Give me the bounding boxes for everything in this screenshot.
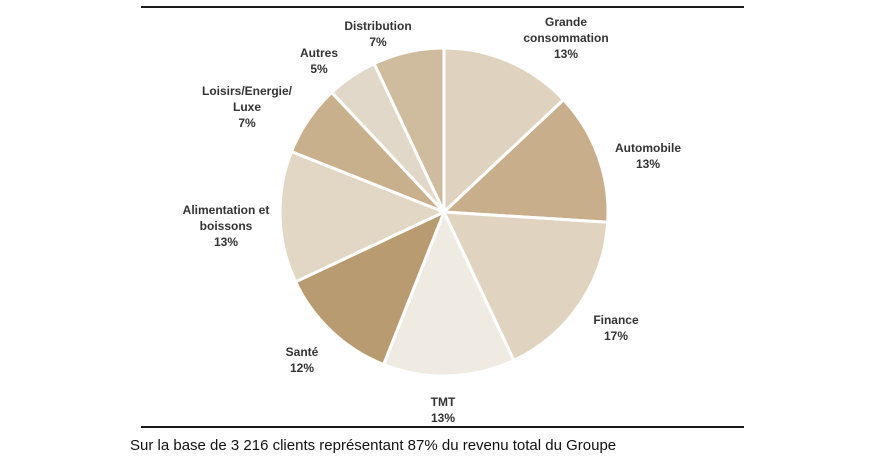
- slice-category-label: Automobile: [615, 141, 681, 155]
- slice-category-label: Distribution: [344, 19, 411, 33]
- pie-slice: [372, 46, 446, 214]
- slice-category-label: Luxe: [233, 100, 261, 114]
- slice-category-label: Grande: [545, 15, 587, 29]
- top-rule: [141, 6, 744, 8]
- slice-category-label: Alimentation et: [183, 203, 270, 217]
- bottom-rule: [141, 426, 744, 428]
- chart-footnote: Sur la base de 3 216 clients représentan…: [130, 437, 617, 454]
- slice-value-label: 13%: [214, 235, 238, 249]
- slice-value-label: 13%: [431, 411, 455, 425]
- slice-value-label: 17%: [604, 329, 628, 343]
- slice-category-label: boissons: [200, 219, 253, 233]
- slice-category-label: Santé: [286, 345, 319, 359]
- pie-slice: [442, 98, 610, 224]
- slice-value-label: 12%: [290, 361, 314, 375]
- pie-slices: [278, 46, 610, 378]
- slice-category-label: TMT: [431, 395, 456, 409]
- slice-value-label: 7%: [369, 35, 387, 49]
- slice-category-label: consommation: [523, 31, 608, 45]
- slice-value-label: 13%: [636, 157, 660, 171]
- pie-slice: [442, 210, 610, 362]
- pie-slice: [278, 150, 446, 284]
- slice-value-label: 13%: [554, 47, 578, 61]
- pie-slice: [382, 210, 516, 378]
- pie-slice: [294, 210, 446, 366]
- pie-labels: Grande consommation 13% Automobile 13% Financ…: [183, 15, 682, 425]
- slice-value-label: 7%: [238, 116, 256, 130]
- slice-value-label: 5%: [310, 62, 328, 76]
- slice-category-label: Loisirs/Energie/: [202, 84, 293, 98]
- slice-category-label: Autres: [300, 46, 338, 60]
- pie-slice: [442, 46, 566, 214]
- slice-category-label: Finance: [593, 313, 639, 327]
